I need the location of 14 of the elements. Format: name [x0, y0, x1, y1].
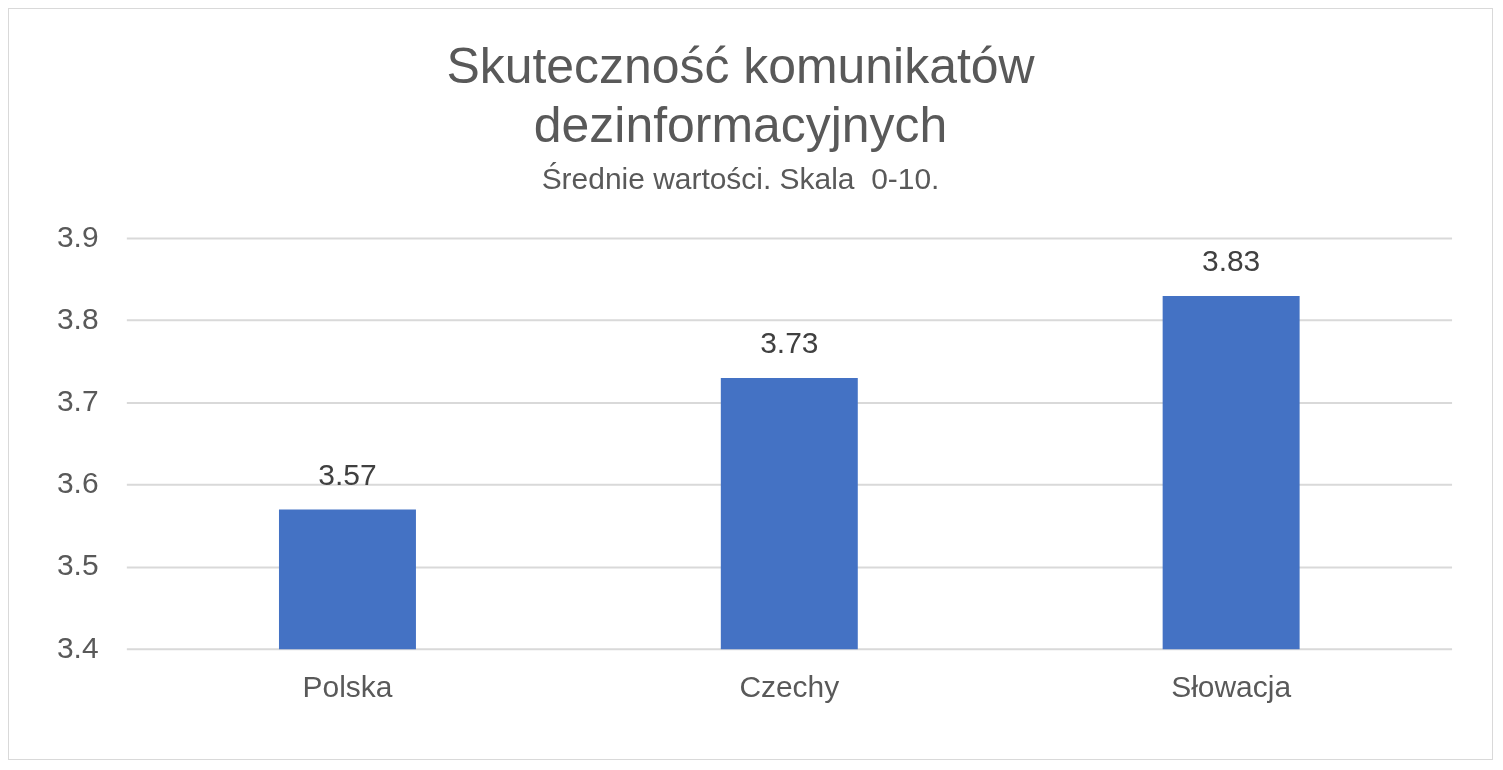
- y-tick-label: 3.8: [56, 301, 99, 335]
- y-tick-label: 3.4: [56, 630, 99, 664]
- data-label: 3.73: [760, 326, 819, 360]
- y-tick-label: 3.5: [56, 548, 99, 582]
- data-label: 3.83: [1201, 244, 1261, 278]
- x-tick-label: Czechy: [739, 670, 840, 704]
- x-tick-label: Polska: [302, 670, 393, 704]
- x-tick-label: Słowacja: [1171, 670, 1292, 704]
- chart-title: Skuteczność komunikatów dezinformacyjnych: [446, 37, 1036, 154]
- y-tick-label: 3.7: [56, 384, 99, 417]
- data-label: 3.57: [318, 457, 377, 491]
- chart-subtitle: Średnie wartości. Skala 0-10.: [541, 161, 940, 195]
- y-tick-label: 3.6: [56, 466, 99, 500]
- y-tick-label: 3.9: [56, 219, 99, 253]
